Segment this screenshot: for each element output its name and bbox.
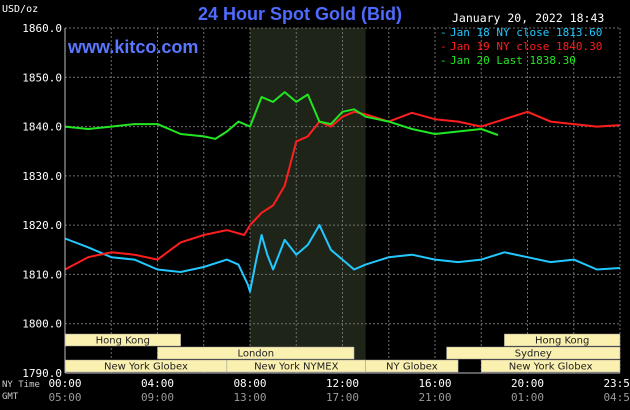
legend-item-jan20: - Jan 20 Last 1838.30: [440, 54, 602, 68]
y-tick-label: 1830.0: [22, 170, 62, 183]
chart-timestamp: January 20, 2022 18:43: [452, 11, 605, 25]
x-tick-label-ny: 12:00: [326, 377, 359, 390]
legend-item-jan18: - Jan 18 NY close 1813.60: [440, 26, 602, 40]
y-tick-label: 1860.0: [22, 22, 62, 35]
chart-axes: 1860.0 1850.0 1840.0 1830.0 1820.0 1810.0 1800…: [2, 22, 630, 404]
session-label: New York NYMEX: [254, 362, 339, 373]
legend-label-jan18: Jan 18 NY close 1813.60: [450, 26, 603, 39]
x-tick-label-gmt: 04:59: [603, 391, 630, 404]
session-label: NY Globex: [386, 362, 438, 373]
x-axis-label-gmt: GMT: [2, 392, 19, 402]
x-tick-label-gmt: 05:00: [48, 391, 81, 404]
legend-item-jan19: - Jan 19 NY close 1840.30: [440, 40, 602, 54]
x-tick-label-ny: 16:00: [418, 377, 451, 390]
series-line-0: [64, 224, 621, 293]
legend-label-jan19: Jan 19 NY close 1840.30: [450, 40, 603, 53]
series-lines: [64, 91, 621, 293]
x-tick-label-gmt: 13:00: [233, 391, 266, 404]
x-tick-label-ny: 20:00: [511, 377, 544, 390]
x-tick-label-gmt: 17:00: [326, 391, 359, 404]
session-label: London: [237, 349, 274, 360]
y-axis-unit-label: USD/oz: [2, 4, 39, 15]
chart-grid: [64, 27, 621, 374]
session-bar: [157, 346, 355, 360]
y-tick-label: 1810.0: [22, 268, 62, 281]
x-tick-label-gmt: 09:00: [141, 391, 174, 404]
legend-dash-icon: -: [440, 40, 447, 53]
session-bar: [365, 359, 459, 373]
x-tick-label-ny: 00:00: [48, 377, 81, 390]
session-label: Sydney: [515, 349, 552, 360]
y-tick-label: 1800.0: [22, 318, 62, 331]
y-tick-label: 1820.0: [22, 219, 62, 232]
x-axis-label-ny: NY Time: [2, 380, 40, 390]
legend-label-jan20: Jan 20 Last 1838.30: [450, 54, 576, 67]
chart-title: 24 Hour Spot Gold (Bid): [198, 4, 402, 24]
legend-dash-icon: -: [440, 26, 447, 39]
x-tick-label-gmt: 21:00: [418, 391, 451, 404]
y-tick-label: 1790.0: [22, 367, 62, 380]
session-label: New York Globex: [509, 362, 593, 373]
x-tick-label-gmt: 01:00: [511, 391, 544, 404]
session-bar: [446, 346, 621, 360]
x-tick-label-ny: 04:00: [141, 377, 174, 390]
nymex-session-highlight: [250, 28, 366, 373]
session-label: Hong Kong: [535, 336, 589, 347]
source-watermark: www.kitco.com: [68, 37, 199, 57]
y-tick-label: 1850.0: [22, 71, 62, 84]
session-bar: [481, 359, 621, 373]
market-session-bars: Hong Kong London New York Globex New York N…: [64, 333, 621, 373]
x-tick-label-ny: 08:00: [233, 377, 266, 390]
x-tick-label-ny: 23:59: [603, 377, 630, 390]
session-label: New York Globex: [104, 362, 188, 373]
highlight-band: [250, 28, 366, 373]
series-line-2: [64, 91, 499, 140]
session-label: Hong Kong: [96, 336, 150, 347]
y-tick-label: 1840.0: [22, 121, 62, 134]
chart-legend: - Jan 18 NY close 1813.60 - Jan 19 NY clos…: [440, 26, 602, 68]
legend-dash-icon: -: [440, 54, 447, 67]
session-bar: [504, 333, 621, 347]
